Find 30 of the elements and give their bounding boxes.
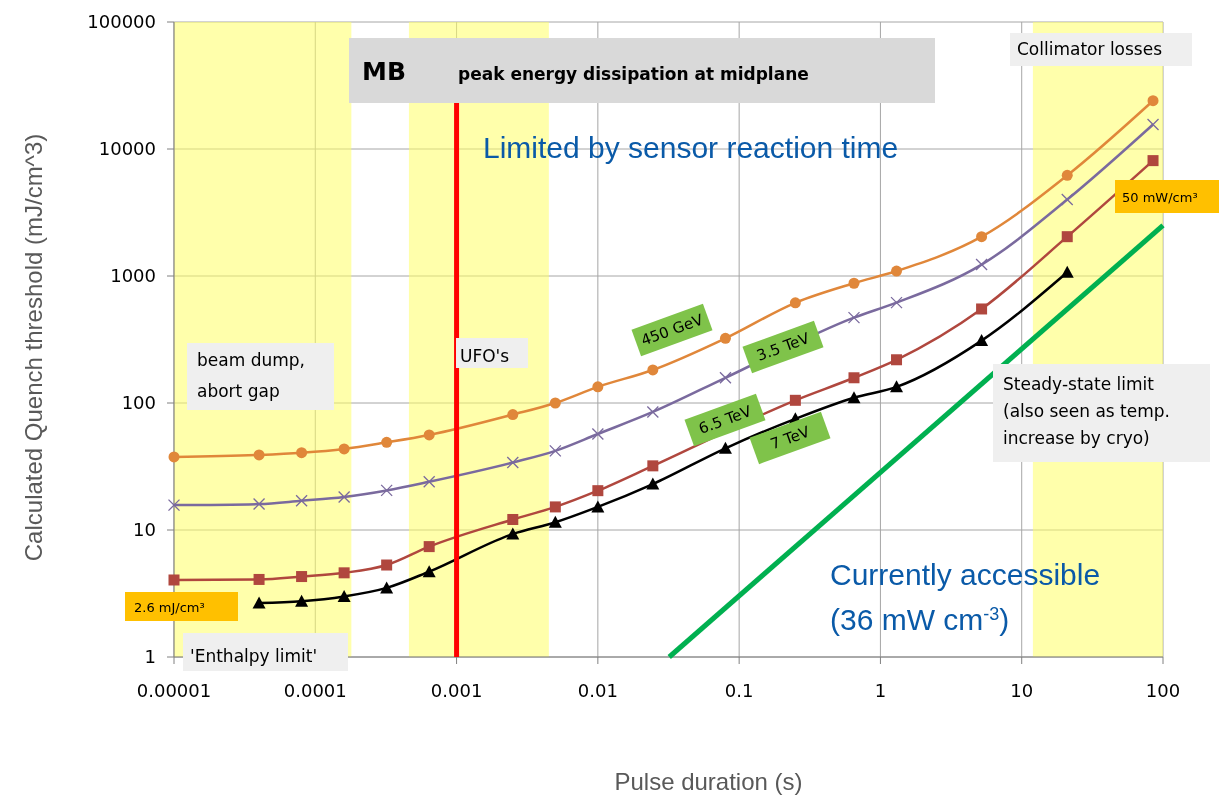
text: peak energy dissipation at midplane: [458, 64, 809, 84]
band-label: Collimator losses: [1017, 39, 1163, 59]
text: 6.5 TeV: [696, 401, 755, 438]
x-tick-label: 1: [874, 680, 887, 701]
x-tick-label: 10: [1010, 680, 1034, 701]
annotation: Steady-state limit (also seen as temp. increase by cryo): [1003, 374, 1170, 448]
annotation: Limited by sensor reaction time: [483, 131, 899, 164]
annotation: 'Enthalpy limit': [190, 646, 318, 666]
x-tick-label: 0.1: [724, 680, 754, 701]
x-tick-label: 0.001: [430, 680, 483, 701]
x-tick-label: 100: [1145, 680, 1181, 701]
y-tick-label: 100: [121, 392, 156, 414]
annotation: Currently accessible (36 mW cm$^{-3}$): [830, 558, 1101, 636]
text: 450 GeV: [638, 310, 707, 350]
band-label: beam dump, abort gap: [197, 350, 305, 401]
text: MB: [362, 57, 406, 86]
x-tick-label: 0.01: [577, 680, 618, 701]
annotation: 50 mW/cm³: [1122, 190, 1198, 205]
x-tick-label: 0.0001: [283, 680, 347, 701]
text: 7 TeV: [767, 422, 813, 454]
annotation: 2.6 mJ/cm³: [134, 600, 205, 615]
y-tick-label: 1000: [110, 265, 156, 287]
x-axis-title: Pulse duration (s): [614, 768, 803, 795]
y-tick-label: 100000: [87, 11, 156, 33]
text: 3.5 TeV: [754, 328, 813, 365]
y-tick-label: 10: [133, 519, 156, 541]
y-tick-label: 10000: [98, 138, 156, 160]
y-axis-title: Calculated Quench threshold (mJ/cm^3): [20, 133, 47, 562]
x-tick-label: 0.00001: [136, 680, 212, 701]
y-tick-label: 1: [144, 646, 156, 668]
